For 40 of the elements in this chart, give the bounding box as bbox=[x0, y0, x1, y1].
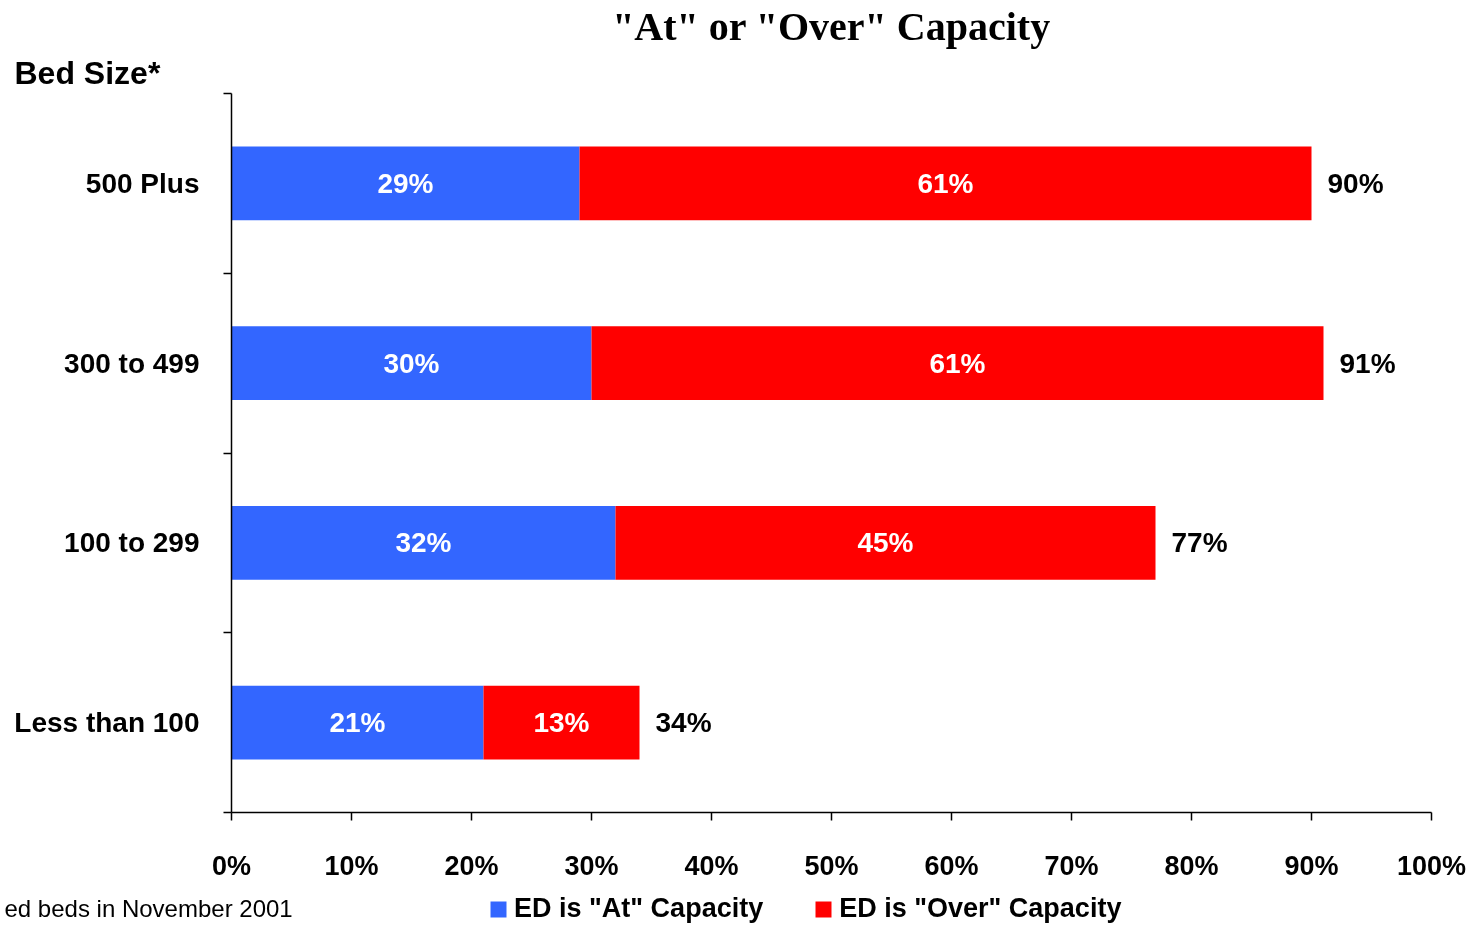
bar bbox=[591, 326, 1324, 400]
y-tick-label: 300 to 499 bbox=[64, 347, 200, 379]
y-axis-title: Bed Size* bbox=[14, 54, 161, 91]
data-label: 30% bbox=[383, 347, 440, 379]
total-label: 77% bbox=[1171, 527, 1228, 559]
legend-label: ED is "Over" Capacity bbox=[839, 893, 1122, 924]
y-tick-label: Less than 100 bbox=[14, 707, 200, 739]
total-label: 90% bbox=[1327, 167, 1384, 199]
x-tick-label: 0% bbox=[211, 850, 252, 881]
bar bbox=[231, 685, 484, 760]
chart-title: "At" or "Over" Capacity bbox=[612, 3, 1051, 49]
x-tick-label: 60% bbox=[924, 850, 979, 881]
total-label: 91% bbox=[1339, 347, 1396, 379]
data-label: 45% bbox=[857, 527, 914, 559]
x-tick-label: 70% bbox=[1044, 850, 1099, 881]
x-tick-label: 90% bbox=[1284, 850, 1339, 881]
total-label: 34% bbox=[655, 707, 712, 739]
text: ed beds in November 2001 bbox=[4, 895, 293, 922]
x-tick-label: 30% bbox=[564, 850, 619, 881]
legend-label: ED is "At" Capacity bbox=[514, 893, 764, 924]
data-label: 29% bbox=[377, 167, 434, 199]
data-label: 13% bbox=[533, 707, 590, 739]
x-tick-label: 100% bbox=[1396, 850, 1467, 881]
bar bbox=[483, 685, 640, 760]
bar bbox=[231, 146, 580, 221]
bar bbox=[579, 146, 1312, 221]
data-label: 32% bbox=[395, 527, 452, 559]
bar bbox=[615, 506, 1156, 580]
x-tick-label: 50% bbox=[804, 850, 859, 881]
data-label: 61% bbox=[917, 167, 974, 199]
x-tick-label: 20% bbox=[444, 850, 499, 881]
x-tick-label: 10% bbox=[324, 850, 379, 881]
x-tick-label: 80% bbox=[1164, 850, 1219, 881]
data-label: 61% bbox=[929, 347, 986, 379]
x-tick-label: 40% bbox=[684, 850, 739, 881]
bar bbox=[231, 506, 616, 580]
y-tick-label: 100 to 299 bbox=[64, 527, 200, 559]
y-tick-label: 500 Plus bbox=[85, 167, 200, 199]
bar bbox=[231, 326, 592, 400]
data-label: 21% bbox=[329, 707, 386, 739]
